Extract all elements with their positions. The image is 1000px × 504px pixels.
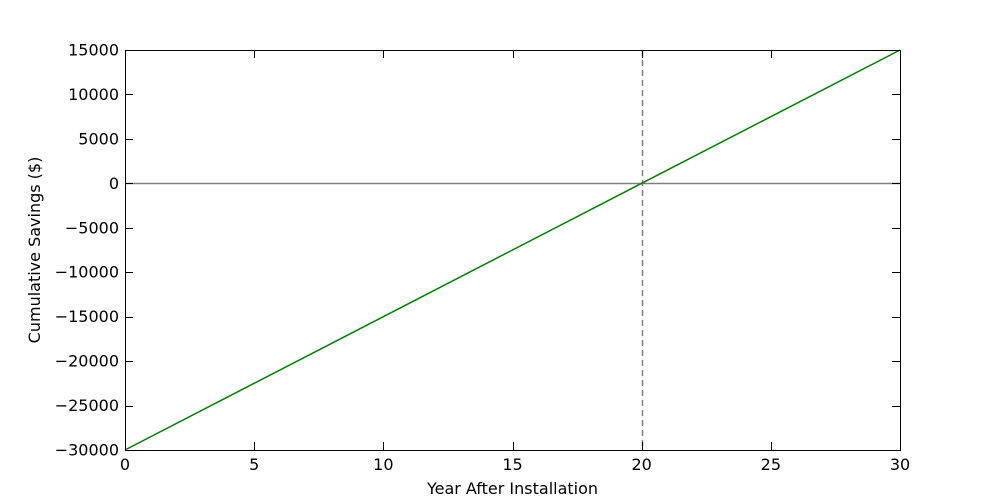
- x-tick-label: 15: [502, 455, 522, 474]
- y-tick-label: −5000: [65, 218, 119, 237]
- y-tick-label: 10000: [68, 85, 119, 104]
- y-tick-labels: −30000 −25000 −20000 −15000 −10000 −5000 0 5000…: [55, 41, 119, 460]
- y-tick-label: −25000: [55, 396, 119, 415]
- y-tick-label: 5000: [78, 129, 119, 148]
- tick-marks: [125, 50, 901, 451]
- y-tick-label: 0: [109, 174, 119, 193]
- x-tick-label: 30: [890, 455, 910, 474]
- x-tick-label: 5: [249, 455, 259, 474]
- y-tick-label: 15000: [68, 41, 119, 60]
- x-tick-label: 20: [631, 455, 651, 474]
- x-tick-label: 10: [373, 455, 393, 474]
- x-tick-labels: 0 5 10 15 20 25 30: [120, 455, 910, 474]
- y-tick-label: −10000: [55, 263, 119, 282]
- x-tick-label: 25: [761, 455, 781, 474]
- y-tick-label: −20000: [55, 352, 119, 371]
- x-tick-label: 0: [120, 455, 130, 474]
- x-axis-label: Year After Installation: [426, 479, 598, 498]
- y-tick-label: −30000: [55, 441, 119, 460]
- series-line: [124, 49, 901, 451]
- y-tick-label: −15000: [55, 307, 119, 326]
- series-layer: [124, 49, 901, 451]
- y-axis-label: Cumulative Savings ($): [25, 157, 44, 344]
- reference-lines: [125, 50, 900, 450]
